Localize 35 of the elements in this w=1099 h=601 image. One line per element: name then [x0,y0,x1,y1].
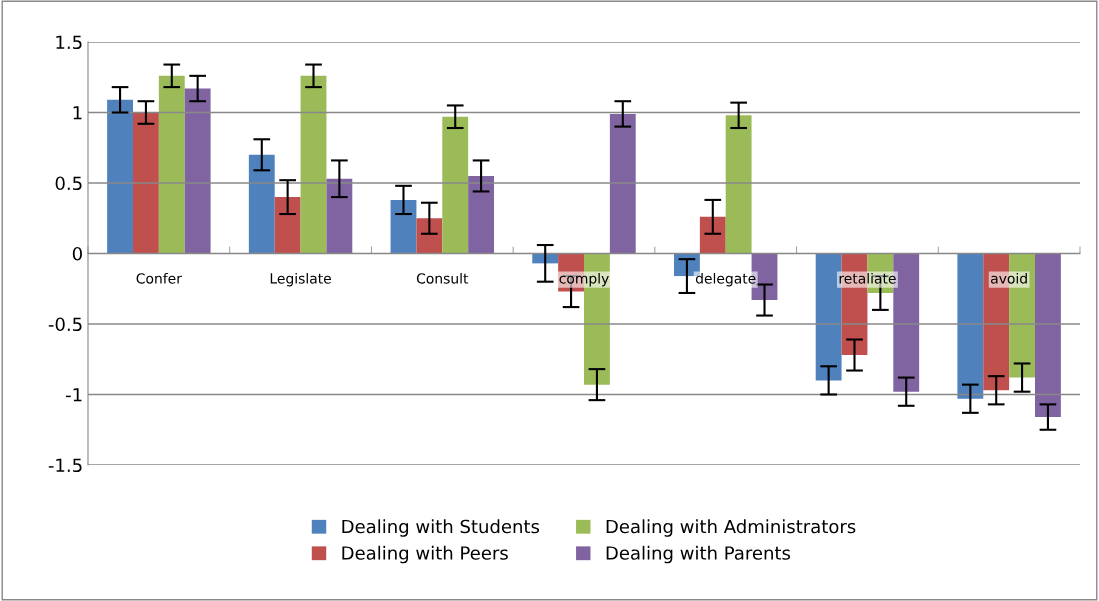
legend-label: Dealing with Parents [606,545,791,564]
bar [957,253,984,399]
bar [158,75,185,254]
y-tick-label: -0.5 [48,317,82,332]
bar [326,178,353,254]
bar [390,199,417,254]
bar [468,175,495,254]
bar [184,88,211,254]
x-tick-label: avoid [991,272,1027,284]
bar [609,113,636,254]
bar [300,75,327,254]
x-tick-label: Legislate [270,272,331,287]
y-tick-label: 0 [72,246,82,261]
legend-label: Dealing with Peers [342,545,508,564]
x-tick-label: delegate [695,272,756,287]
bar [416,218,443,254]
y-tick-label: -1 [66,388,82,402]
y-tick-label: 0.5 [55,176,82,191]
x-tick-label: Confer [136,272,182,284]
bar [274,197,301,254]
bar [725,115,752,254]
x-tick-label: retaliate [839,272,896,284]
legend-label: Dealing with Administrators [606,519,856,537]
x-tick-label: comply [559,272,609,287]
bar [132,112,159,254]
y-tick-label: -1.5 [48,458,82,473]
y-tick-label: 1.5 [56,35,82,50]
x-tick-label: Consult [416,272,469,284]
legend-label: Dealing with Students [342,519,540,537]
bar [248,154,275,254]
bar [699,216,726,254]
bar [107,99,133,254]
y-tick-label: 1 [73,106,82,120]
bar [442,116,469,254]
bar [1035,253,1061,418]
